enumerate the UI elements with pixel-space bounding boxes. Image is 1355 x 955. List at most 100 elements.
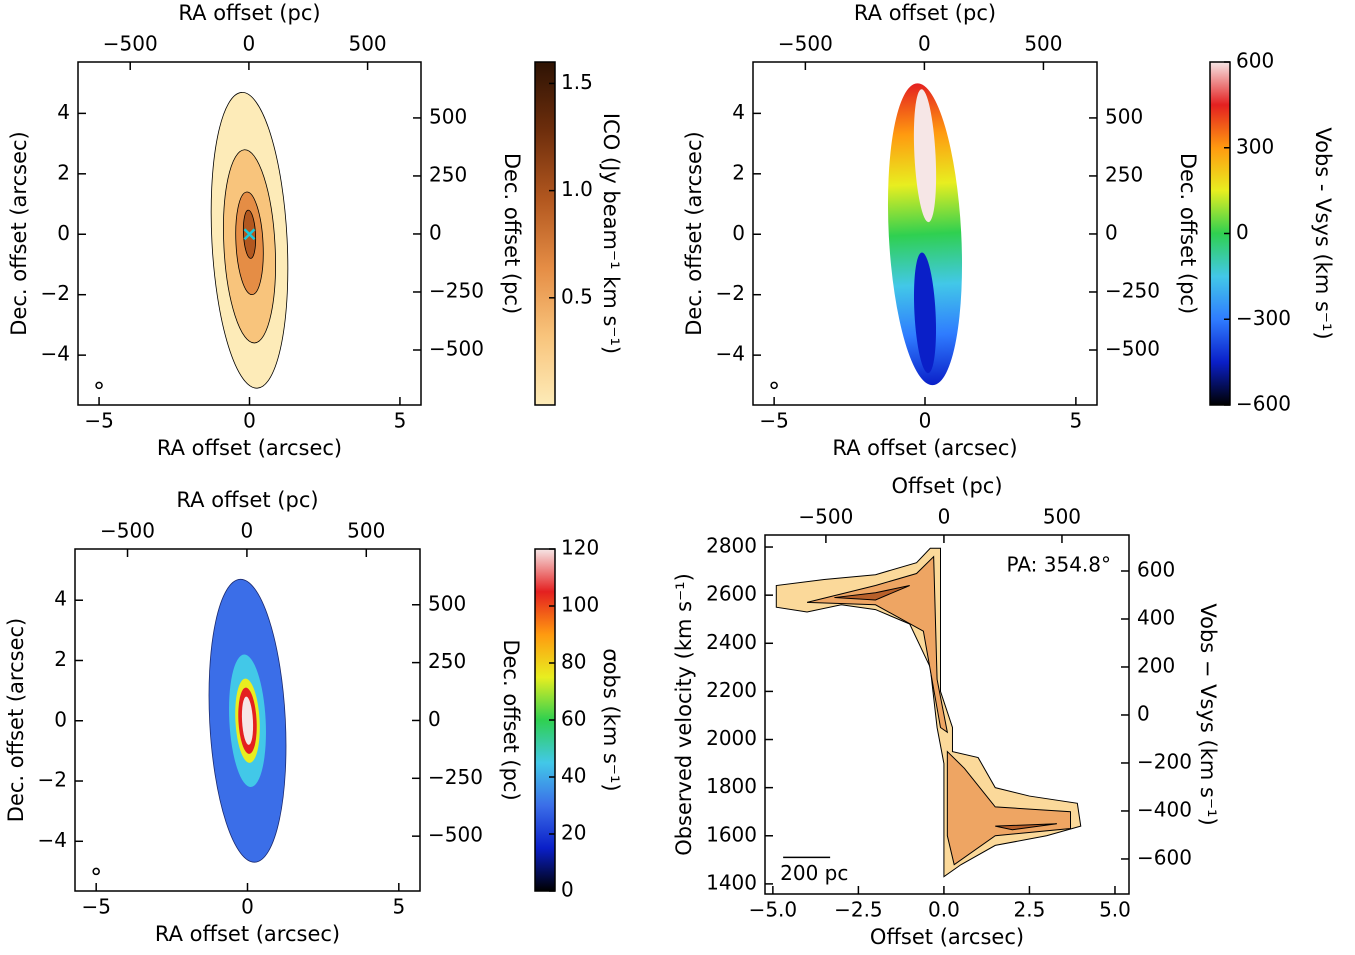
tick-label: 500 xyxy=(429,104,467,128)
tick-label: 4 xyxy=(57,100,70,124)
beam xyxy=(95,381,103,390)
emission xyxy=(913,252,937,374)
colorbar-tick-label: 300 xyxy=(1236,134,1274,158)
tick-label: −500 xyxy=(778,32,833,56)
tick-label: −500 xyxy=(1105,336,1160,360)
emission xyxy=(887,83,963,386)
x2-axis-label: Offset (pc) xyxy=(891,474,1002,498)
tick-label: 0 xyxy=(732,221,745,245)
tick-label: 5 xyxy=(394,409,407,433)
tick-label: 500 xyxy=(428,591,466,615)
tick-label: 1800 xyxy=(706,774,757,798)
colorbar-tick-label: −600 xyxy=(1236,392,1291,416)
tick-label: 1400 xyxy=(706,870,757,894)
tick-label: −500 xyxy=(428,823,483,847)
x2-axis-label: RA offset (pc) xyxy=(854,1,996,25)
tick-label: −4 xyxy=(38,828,67,852)
colorbar-tick-label: −300 xyxy=(1236,306,1291,330)
emission xyxy=(241,696,254,745)
tick-label: 4 xyxy=(732,100,745,124)
tick-label: −500 xyxy=(103,32,158,56)
y2-axis-label: Dec. offset (pc) xyxy=(1176,153,1200,314)
y-axis-label: Dec. offset (arcsec) xyxy=(682,131,706,335)
y2-axis-label: Vobs − Vsys (km s⁻¹) xyxy=(1196,603,1220,825)
tick-label: −5 xyxy=(759,409,788,433)
colorbar-tick-label: 0 xyxy=(561,878,574,902)
tick-label: 0 xyxy=(243,409,256,433)
tick-label: −4 xyxy=(41,342,70,366)
tick-label: 0 xyxy=(57,221,70,245)
tick-label: −250 xyxy=(428,765,483,789)
tick-label: 500 xyxy=(1105,104,1143,128)
tick-label: 2 xyxy=(732,160,745,184)
tick-label: 0 xyxy=(1105,220,1118,244)
tick-label: 0 xyxy=(919,409,932,433)
colorbar-tick-label: 120 xyxy=(561,536,599,560)
pv-emission xyxy=(806,555,949,734)
tick-label: −4 xyxy=(716,342,745,366)
tick-label: 2200 xyxy=(706,678,757,702)
y-axis-label: Dec. offset (arcsec) xyxy=(7,131,31,335)
tick-label: −250 xyxy=(1105,278,1160,302)
tick-label: 600 xyxy=(1137,557,1175,581)
tick-label: 2600 xyxy=(706,582,757,606)
tick-label: −500 xyxy=(798,505,853,529)
tick-label: 0 xyxy=(938,505,951,529)
tick-label: 0 xyxy=(428,707,441,731)
panel xyxy=(92,578,287,876)
y-axis-label: Observed velocity (km s⁻¹) xyxy=(672,573,696,856)
x-axis-label: RA offset (arcsec) xyxy=(157,436,342,460)
y2-axis-label: Dec. offset (pc) xyxy=(499,639,523,800)
tick-label: −600 xyxy=(1137,845,1192,869)
colorbar xyxy=(534,61,556,406)
tick-label: 2.5 xyxy=(1014,898,1046,922)
tick-label: −2 xyxy=(41,281,70,305)
tick-label: 2 xyxy=(54,647,67,671)
tick-label: 5 xyxy=(392,895,405,919)
tick-label: 0.0 xyxy=(928,898,960,922)
colorbar-tick-label: 1.0 xyxy=(561,177,593,201)
tick-label: 1600 xyxy=(706,822,757,846)
tick-label: −200 xyxy=(1137,749,1192,773)
x-axis-label: RA offset (arcsec) xyxy=(832,436,1017,460)
colorbar-tick-label: 600 xyxy=(1236,49,1274,73)
tick-label: 250 xyxy=(1105,162,1143,186)
tick-label: −400 xyxy=(1137,797,1192,821)
tick-label: 2 xyxy=(57,160,70,184)
pv-emission xyxy=(995,823,1057,831)
tick-label: 0 xyxy=(429,220,442,244)
tick-label: 5.0 xyxy=(1099,898,1131,922)
tick-label: 0 xyxy=(918,32,931,56)
colorbar-tick-label: 1.5 xyxy=(561,70,593,94)
panel xyxy=(770,83,963,390)
tick-label: 2800 xyxy=(706,534,757,558)
colorbar-tick-label: 0.5 xyxy=(561,284,593,308)
colorbar-tick-label: 0 xyxy=(1236,220,1249,244)
tick-label: 4 xyxy=(54,587,67,611)
x-axis-label: Offset (arcsec) xyxy=(870,925,1024,949)
colorbar-tick-label: 20 xyxy=(561,821,586,845)
colorbar-label: σobs (km s⁻¹) xyxy=(599,648,623,791)
pv-emission xyxy=(946,750,1071,866)
tick-label: −500 xyxy=(100,519,155,543)
tick-label: 0 xyxy=(243,32,256,56)
tick-label: 0 xyxy=(241,519,254,543)
tick-label: −2 xyxy=(38,768,67,792)
colorbar-tick-label: 40 xyxy=(561,764,586,788)
tick-label: −500 xyxy=(429,336,484,360)
scale-bar-label: 200 pc xyxy=(780,861,848,885)
tick-label: 0 xyxy=(54,707,67,731)
x2-axis-label: RA offset (pc) xyxy=(176,488,318,512)
tick-label: 200 xyxy=(1137,653,1175,677)
y-axis-label: Dec. offset (arcsec) xyxy=(4,618,28,822)
panel: 200 pc PA: 354.8° xyxy=(775,547,1111,885)
beam xyxy=(92,867,100,876)
annotation: PA: 354.8° xyxy=(1007,553,1111,577)
beam xyxy=(770,381,778,390)
tick-label: 500 xyxy=(1043,505,1081,529)
tick-label: 400 xyxy=(1137,605,1175,629)
pv-emission xyxy=(834,585,910,601)
y2-axis-label: Dec. offset (pc) xyxy=(500,153,524,314)
emission xyxy=(913,89,937,223)
